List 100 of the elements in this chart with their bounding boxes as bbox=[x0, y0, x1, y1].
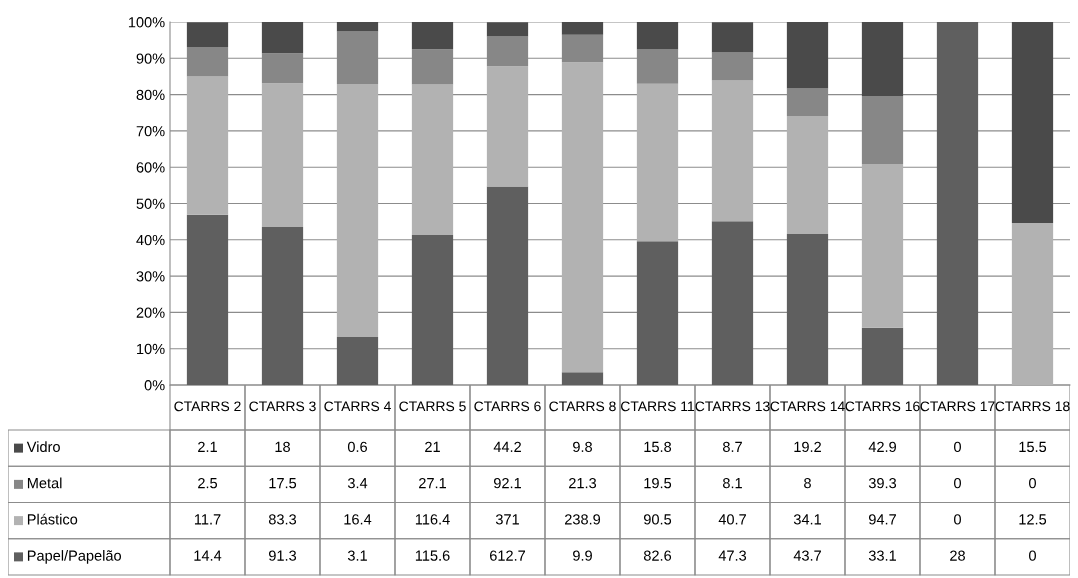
bar bbox=[1011, 223, 1054, 385]
bar bbox=[411, 84, 454, 236]
text: 39.3 bbox=[868, 477, 897, 489]
text: 34.1 bbox=[793, 514, 821, 525]
x-tick-label: CTARRS 13 bbox=[695, 401, 770, 412]
y-tick-label: 30% bbox=[136, 271, 165, 282]
text: 18 bbox=[275, 441, 290, 453]
y-tick-label: 70% bbox=[136, 126, 165, 137]
bar bbox=[1011, 22, 1054, 224]
bar bbox=[486, 66, 529, 187]
bar bbox=[561, 22, 604, 35]
text: 92.1 bbox=[493, 477, 521, 489]
x-tick-label: CTARRS 17 bbox=[920, 401, 995, 412]
x-tick-label: CTARRS 5 bbox=[399, 401, 466, 412]
x-tick-label: CTARRS 3 bbox=[249, 401, 316, 412]
text: 116.4 bbox=[415, 514, 450, 525]
text: 115.6 bbox=[415, 550, 450, 561]
text: 8.7 bbox=[723, 441, 742, 453]
bar bbox=[861, 163, 904, 328]
text: 3.1 bbox=[347, 550, 367, 561]
x-tick-label: CTARRS 2 bbox=[174, 401, 241, 412]
bar bbox=[261, 83, 304, 228]
text: 12.5 bbox=[1019, 514, 1047, 525]
text: 21.3 bbox=[569, 477, 597, 489]
bar bbox=[861, 327, 904, 385]
text: 40.7 bbox=[718, 514, 746, 525]
text: 27.1 bbox=[419, 477, 446, 489]
bar bbox=[561, 372, 604, 385]
text: 0 bbox=[954, 441, 961, 453]
text: 21 bbox=[425, 441, 440, 452]
bar bbox=[411, 22, 454, 50]
bar bbox=[711, 221, 754, 385]
text: 16.4 bbox=[344, 514, 372, 525]
text: 2.1 bbox=[198, 441, 217, 452]
text: 15.5 bbox=[1019, 441, 1047, 453]
text: 8 bbox=[804, 477, 811, 489]
y-tick-label: 60% bbox=[136, 162, 165, 173]
text: 42.9 bbox=[868, 441, 896, 453]
text: 0.6 bbox=[347, 441, 367, 453]
text: 8.1 bbox=[723, 477, 742, 489]
text: 0 bbox=[954, 514, 961, 525]
text: 28 bbox=[950, 550, 965, 561]
y-tick-label: 100% bbox=[128, 17, 165, 28]
text: 9.8 bbox=[573, 441, 592, 453]
bar bbox=[336, 22, 379, 32]
y-tick-label: 0% bbox=[144, 380, 165, 391]
y-tick-label: 20% bbox=[136, 307, 165, 318]
bar bbox=[336, 337, 379, 385]
y-tick-label: 40% bbox=[136, 234, 165, 246]
bar bbox=[411, 235, 454, 385]
bar bbox=[861, 22, 904, 97]
text: 3.4 bbox=[347, 477, 368, 489]
text: 238.9 bbox=[564, 514, 601, 525]
x-tick-label: CTARRS 14 bbox=[770, 401, 845, 412]
bar bbox=[186, 214, 229, 385]
bar bbox=[336, 84, 379, 338]
text: 82.6 bbox=[643, 550, 672, 561]
text: 15.8 bbox=[644, 441, 672, 453]
text: 91.3 bbox=[268, 550, 297, 561]
bar bbox=[486, 186, 529, 385]
text: 43.7 bbox=[793, 550, 821, 561]
bar bbox=[261, 227, 304, 385]
text: 17.5 bbox=[269, 478, 297, 489]
legend-label: Papel/Papelão bbox=[27, 550, 122, 564]
x-tick-label: CTARRS 4 bbox=[324, 401, 391, 412]
bar bbox=[486, 22, 529, 37]
bar bbox=[636, 241, 679, 385]
bar bbox=[561, 62, 604, 373]
x-tick-label: CTARRS 8 bbox=[549, 401, 616, 412]
text: 14.4 bbox=[194, 550, 222, 561]
bar bbox=[936, 22, 979, 385]
y-tick-label: 90% bbox=[136, 53, 165, 64]
text: 47.3 bbox=[718, 550, 747, 561]
legend-label: Plástico bbox=[27, 513, 78, 525]
y-tick-label: 10% bbox=[137, 343, 165, 355]
text: 0 bbox=[1029, 477, 1036, 489]
bar bbox=[186, 76, 229, 215]
bar bbox=[186, 22, 229, 48]
x-tick-label: CTARRS 18 bbox=[995, 401, 1070, 412]
bar bbox=[786, 22, 829, 89]
text: 371 bbox=[495, 514, 519, 525]
text: 19.5 bbox=[644, 477, 672, 489]
text: 9.9 bbox=[573, 550, 592, 561]
x-tick-label: CTARRS 6 bbox=[474, 401, 541, 412]
text: 2.5 bbox=[198, 477, 218, 489]
text: 33.1 bbox=[868, 550, 896, 561]
bar bbox=[636, 83, 679, 242]
text: 83.3 bbox=[268, 514, 297, 525]
text: 90.5 bbox=[643, 514, 672, 525]
bar bbox=[711, 80, 754, 222]
bar bbox=[786, 233, 829, 385]
x-tick-label: CTARRS 16 bbox=[845, 401, 920, 412]
legend-label: Vidro bbox=[26, 441, 60, 453]
text: 94.7 bbox=[868, 514, 896, 525]
bar bbox=[261, 22, 304, 54]
y-tick-label: 50% bbox=[136, 198, 165, 209]
y-tick-label: 80% bbox=[136, 89, 165, 101]
bar bbox=[711, 22, 754, 53]
text: 11.7 bbox=[194, 514, 221, 525]
bar bbox=[786, 116, 829, 234]
